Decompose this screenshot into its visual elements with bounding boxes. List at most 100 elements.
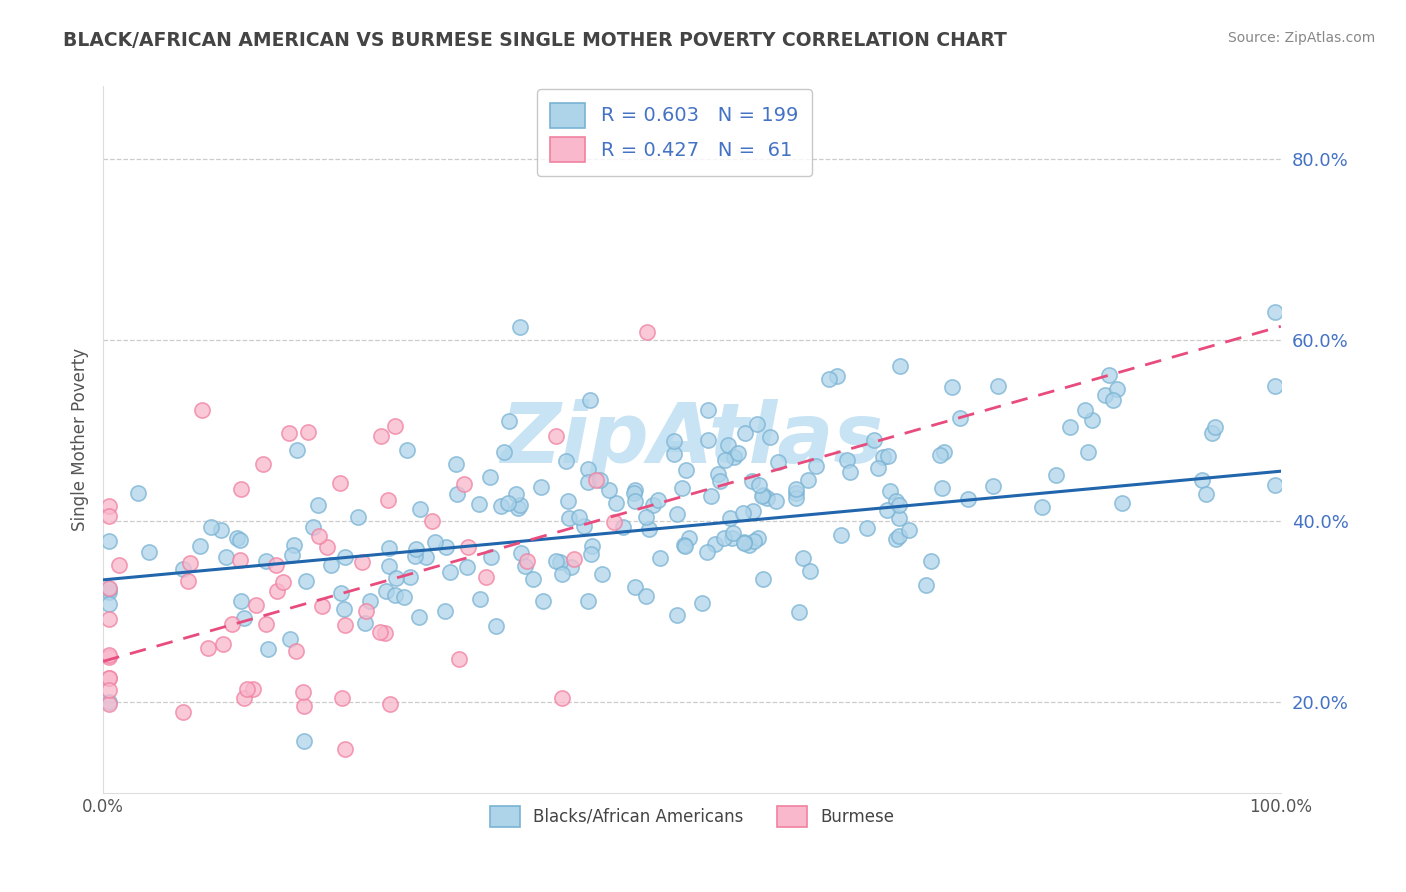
Point xyxy=(576,593,599,607)
Point xyxy=(548,555,571,569)
Point xyxy=(756,491,779,505)
Point xyxy=(856,521,879,535)
Point xyxy=(931,481,953,495)
Point xyxy=(920,554,942,568)
Point xyxy=(478,470,501,484)
Point xyxy=(981,479,1004,493)
Point xyxy=(98,650,121,665)
Point xyxy=(605,496,627,510)
Point xyxy=(252,457,274,471)
Point xyxy=(554,453,576,467)
Point xyxy=(714,453,737,467)
Point xyxy=(292,698,315,713)
Point xyxy=(98,597,121,611)
Point xyxy=(98,581,121,595)
Point xyxy=(394,590,416,604)
Point xyxy=(98,671,121,685)
Point xyxy=(766,455,789,469)
Point xyxy=(378,541,401,556)
Point xyxy=(932,445,955,459)
Point xyxy=(98,612,121,626)
Point xyxy=(785,482,807,496)
Point xyxy=(579,393,602,408)
Point xyxy=(560,560,582,574)
Point xyxy=(797,473,820,487)
Point xyxy=(866,461,889,475)
Point xyxy=(1059,419,1081,434)
Point xyxy=(232,611,254,625)
Point xyxy=(752,487,775,501)
Point xyxy=(254,554,277,568)
Point xyxy=(915,578,938,592)
Point xyxy=(271,575,294,590)
Point xyxy=(956,491,979,506)
Point xyxy=(574,519,596,533)
Point xyxy=(308,529,330,543)
Point xyxy=(188,539,211,553)
Point xyxy=(1264,478,1286,492)
Point xyxy=(1201,425,1223,440)
Point xyxy=(377,492,399,507)
Point xyxy=(439,565,461,579)
Point xyxy=(378,559,401,574)
Point xyxy=(277,426,299,441)
Point xyxy=(723,450,745,464)
Point xyxy=(897,523,920,537)
Point xyxy=(733,536,755,550)
Point xyxy=(1077,445,1099,459)
Point xyxy=(98,695,121,709)
Point xyxy=(589,473,612,487)
Point xyxy=(404,549,426,563)
Point xyxy=(197,640,219,655)
Point xyxy=(408,609,430,624)
Point xyxy=(446,458,468,472)
Point xyxy=(236,682,259,697)
Point xyxy=(98,671,121,685)
Point xyxy=(671,481,693,495)
Point xyxy=(319,558,342,572)
Point xyxy=(98,499,121,513)
Point xyxy=(531,593,554,607)
Point xyxy=(510,546,533,560)
Point xyxy=(468,497,491,511)
Point xyxy=(799,565,821,579)
Point xyxy=(285,443,308,458)
Point xyxy=(457,540,479,554)
Point xyxy=(748,478,770,492)
Point xyxy=(333,617,356,632)
Point xyxy=(242,682,264,697)
Point xyxy=(354,615,377,630)
Point xyxy=(872,450,894,464)
Point xyxy=(498,496,520,510)
Point xyxy=(576,475,599,489)
Point xyxy=(423,535,446,549)
Point xyxy=(787,605,810,619)
Text: ZipAtlas: ZipAtlas xyxy=(501,399,883,480)
Point xyxy=(741,475,763,489)
Point xyxy=(591,567,613,582)
Point xyxy=(877,449,900,463)
Point xyxy=(1073,402,1095,417)
Point xyxy=(929,448,952,462)
Point xyxy=(254,617,277,632)
Text: Source: ZipAtlas.com: Source: ZipAtlas.com xyxy=(1227,31,1375,45)
Point xyxy=(370,428,392,442)
Point xyxy=(673,539,696,553)
Point xyxy=(316,541,339,555)
Point xyxy=(731,506,754,520)
Point xyxy=(641,498,664,512)
Point xyxy=(509,319,531,334)
Point xyxy=(333,601,356,615)
Point xyxy=(1195,487,1218,501)
Point xyxy=(742,534,765,549)
Point xyxy=(1045,467,1067,482)
Point xyxy=(172,562,194,576)
Point xyxy=(785,486,807,500)
Point xyxy=(734,426,756,441)
Point xyxy=(233,690,256,705)
Point xyxy=(879,484,901,499)
Point xyxy=(335,550,357,565)
Point xyxy=(662,434,685,448)
Point xyxy=(449,652,471,666)
Point xyxy=(245,598,267,612)
